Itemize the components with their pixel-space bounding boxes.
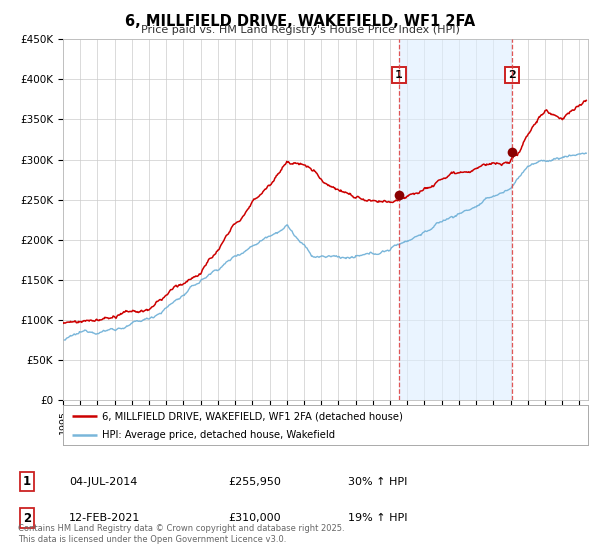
Text: 2: 2 [23,511,31,525]
Text: Contains HM Land Registry data © Crown copyright and database right 2025.
This d: Contains HM Land Registry data © Crown c… [18,524,344,544]
Text: 2: 2 [508,71,516,80]
Text: £310,000: £310,000 [228,513,281,523]
Text: 6, MILLFIELD DRIVE, WAKEFIELD, WF1 2FA: 6, MILLFIELD DRIVE, WAKEFIELD, WF1 2FA [125,14,475,29]
Text: 1: 1 [23,475,31,488]
Text: Price paid vs. HM Land Registry's House Price Index (HPI): Price paid vs. HM Land Registry's House … [140,25,460,35]
Text: 19% ↑ HPI: 19% ↑ HPI [348,513,407,523]
Text: 6, MILLFIELD DRIVE, WAKEFIELD, WF1 2FA (detached house): 6, MILLFIELD DRIVE, WAKEFIELD, WF1 2FA (… [103,411,403,421]
Text: 1: 1 [395,71,403,80]
Bar [398,39,512,400]
Text: 12-FEB-2021: 12-FEB-2021 [69,513,140,523]
Text: 04-JUL-2014: 04-JUL-2014 [69,477,137,487]
Text: 30% ↑ HPI: 30% ↑ HPI [348,477,407,487]
Text: £255,950: £255,950 [228,477,281,487]
Text: HPI: Average price, detached house, Wakefield: HPI: Average price, detached house, Wake… [103,430,335,440]
